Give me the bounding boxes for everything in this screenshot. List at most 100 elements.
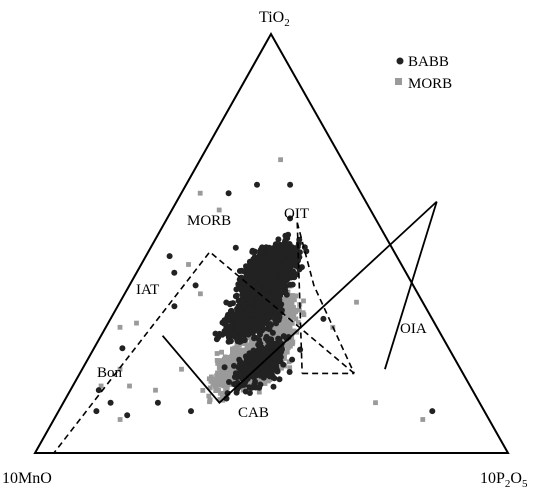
field-label-oia: OIA (400, 321, 427, 337)
data-point-morb (263, 378, 269, 383)
vertex-label-top: TiO2 (259, 9, 290, 29)
data-point-babb (269, 294, 276, 301)
data-point-morb (216, 388, 221, 393)
data-point-morb (215, 380, 221, 386)
data-point-babb (226, 379, 232, 385)
data-point-babb (276, 376, 283, 383)
data-point-morb (258, 377, 264, 382)
legend: BABB MORB (395, 54, 452, 92)
data-point-morb (275, 329, 281, 334)
data-point-babb (93, 408, 100, 415)
data-point-morb (206, 393, 212, 399)
data-point-morb (230, 346, 235, 352)
boundary-line-4 (296, 222, 303, 374)
data-point-morb (221, 391, 227, 397)
data-point-babb (254, 310, 261, 317)
data-point-babb (250, 325, 257, 332)
data-point-morb (373, 400, 378, 406)
data-point-babb (283, 258, 290, 265)
data-point-morb (420, 417, 426, 422)
data-point-babb (236, 268, 243, 274)
data-point-morb (293, 293, 299, 299)
data-point-morb (242, 348, 248, 354)
data-point-morb (285, 305, 290, 310)
data-point-morb (285, 319, 291, 325)
data-point-morb (218, 382, 224, 388)
data-point-babb (278, 307, 285, 314)
data-point-babb (262, 316, 269, 323)
data-point-morb (217, 397, 223, 402)
data-point-morb (278, 157, 283, 163)
data-point-morb (134, 320, 139, 326)
data-point-babb (259, 355, 266, 362)
data-point-babb (242, 353, 249, 360)
data-point-babb (249, 248, 256, 255)
data-point-babb (250, 277, 257, 284)
data-point-morb (224, 355, 229, 360)
data-point-morb (219, 373, 225, 378)
data-point-morb (208, 378, 214, 384)
data-point-babb (166, 253, 173, 260)
data-point-babb (252, 372, 259, 379)
data-point-babb (284, 276, 291, 283)
data-point-babb (256, 253, 263, 260)
data-point-morb (225, 367, 231, 373)
data-point-morb (295, 320, 301, 325)
data-point-babb (257, 266, 263, 273)
data-point-babb (243, 263, 249, 270)
data-point-morb (216, 207, 222, 213)
data-point-babb (270, 383, 277, 390)
data-point-morb (287, 365, 293, 371)
data-point-morb (288, 302, 294, 307)
data-point-morb (117, 324, 123, 330)
data-point-babb (244, 291, 251, 297)
data-point-babb (273, 300, 280, 307)
data-point-morb (286, 322, 291, 328)
data-point-morb (209, 374, 214, 380)
data-point-babb (273, 250, 279, 257)
data-point-babb (293, 247, 300, 254)
legend-label-morb: MORB (408, 76, 452, 92)
data-point-morb (117, 366, 123, 372)
data-point-babb (273, 320, 280, 327)
data-point-babb (239, 295, 246, 302)
data-point-morb (288, 343, 293, 349)
data-point-babb (233, 389, 240, 396)
data-point-morb (282, 298, 288, 303)
data-point-morb (218, 377, 224, 383)
data-point-morb (290, 330, 295, 336)
data-point-babb (171, 303, 178, 310)
data-point-morb (222, 383, 228, 389)
data-point-babb (262, 255, 269, 262)
data-point-babb (221, 364, 228, 371)
data-point-babb (232, 370, 239, 377)
data-point-morb (247, 381, 252, 387)
data-point-babb (267, 306, 274, 313)
data-point-morb (267, 377, 273, 382)
data-point-morb (280, 330, 285, 336)
data-point-babb (241, 337, 248, 344)
data-point-babb (236, 356, 243, 363)
data-point-morb (300, 310, 306, 316)
data-point-morb (222, 369, 228, 375)
data-point-babb (249, 306, 256, 313)
data-point-morb (301, 298, 306, 304)
boundary-line-1 (161, 200, 438, 405)
data-point-babb (273, 362, 280, 369)
data-point-babb (237, 285, 244, 292)
data-point-morb (245, 335, 251, 340)
data-point-morb (224, 357, 229, 363)
data-point-morb (98, 383, 104, 389)
data-point-morb (229, 369, 234, 374)
vertex-label-left: 10MnO (2, 470, 52, 487)
data-point-morb (212, 383, 218, 389)
data-point-morb (260, 339, 266, 344)
data-point-babb (286, 241, 293, 247)
data-point-morb (218, 390, 223, 396)
data-points (93, 157, 436, 422)
field-label-oit: OIT (284, 206, 309, 222)
data-point-babb (260, 348, 267, 355)
data-point-babb (248, 298, 255, 305)
data-point-morb (127, 383, 132, 389)
